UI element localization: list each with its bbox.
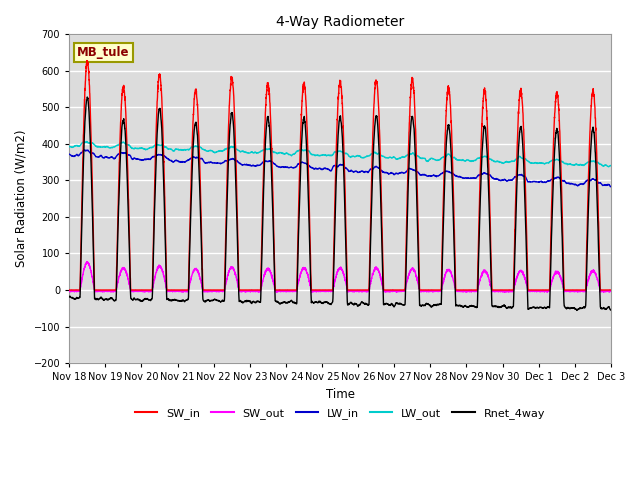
Rnet_4way [573, 308, 580, 313]
X-axis label: Time: Time [326, 388, 355, 401]
SW_out [320, 288, 328, 294]
LW_out [607, 163, 614, 168]
LW_out [492, 159, 500, 165]
LW_in [607, 184, 614, 190]
Rnet_4way [65, 294, 73, 300]
SW_in [163, 284, 170, 290]
Text: MB_tule: MB_tule [77, 46, 130, 59]
LW_in [163, 155, 170, 161]
SW_in [492, 287, 500, 293]
SW_out [65, 288, 73, 293]
SW_in [607, 287, 614, 293]
LW_in [607, 184, 614, 190]
SW_in [607, 287, 614, 293]
LW_out [320, 152, 328, 158]
LW_out [65, 144, 73, 149]
LW_in [431, 173, 439, 179]
SW_out [308, 289, 316, 295]
SW_out [492, 288, 500, 294]
LW_in [81, 147, 88, 153]
Rnet_4way [607, 307, 614, 313]
SW_out [163, 287, 170, 292]
LW_out [431, 157, 439, 163]
Line: Rnet_4way: Rnet_4way [69, 97, 611, 311]
Rnet_4way [83, 94, 91, 100]
SW_in [320, 287, 328, 293]
SW_out [607, 288, 614, 294]
SW_in [461, 287, 469, 293]
Line: LW_out: LW_out [69, 142, 611, 167]
SW_in [431, 287, 439, 293]
LW_out [461, 158, 469, 164]
Rnet_4way [607, 307, 614, 312]
SW_out [461, 288, 469, 294]
LW_in [65, 151, 73, 157]
Title: 4-Way Radiometer: 4-Way Radiometer [276, 15, 404, 29]
LW_in [492, 176, 500, 181]
SW_out [432, 288, 440, 294]
Rnet_4way [461, 303, 469, 309]
LW_in [607, 183, 614, 189]
SW_out [83, 259, 91, 264]
LW_out [83, 139, 90, 144]
LW_out [607, 163, 614, 168]
Line: LW_in: LW_in [69, 150, 611, 187]
Rnet_4way [320, 300, 328, 305]
LW_out [163, 145, 170, 151]
Legend: SW_in, SW_out, LW_in, LW_out, Rnet_4way: SW_in, SW_out, LW_in, LW_out, Rnet_4way [131, 403, 549, 423]
Rnet_4way [163, 294, 170, 300]
Line: SW_out: SW_out [69, 262, 611, 292]
LW_out [605, 164, 612, 169]
SW_in [65, 287, 73, 293]
Y-axis label: Solar Radiation (W/m2): Solar Radiation (W/m2) [15, 130, 28, 267]
LW_in [320, 166, 328, 171]
Rnet_4way [431, 302, 439, 308]
SW_in [83, 58, 91, 63]
LW_in [461, 175, 469, 181]
Rnet_4way [492, 303, 500, 309]
SW_out [607, 288, 614, 294]
Line: SW_in: SW_in [69, 60, 611, 290]
